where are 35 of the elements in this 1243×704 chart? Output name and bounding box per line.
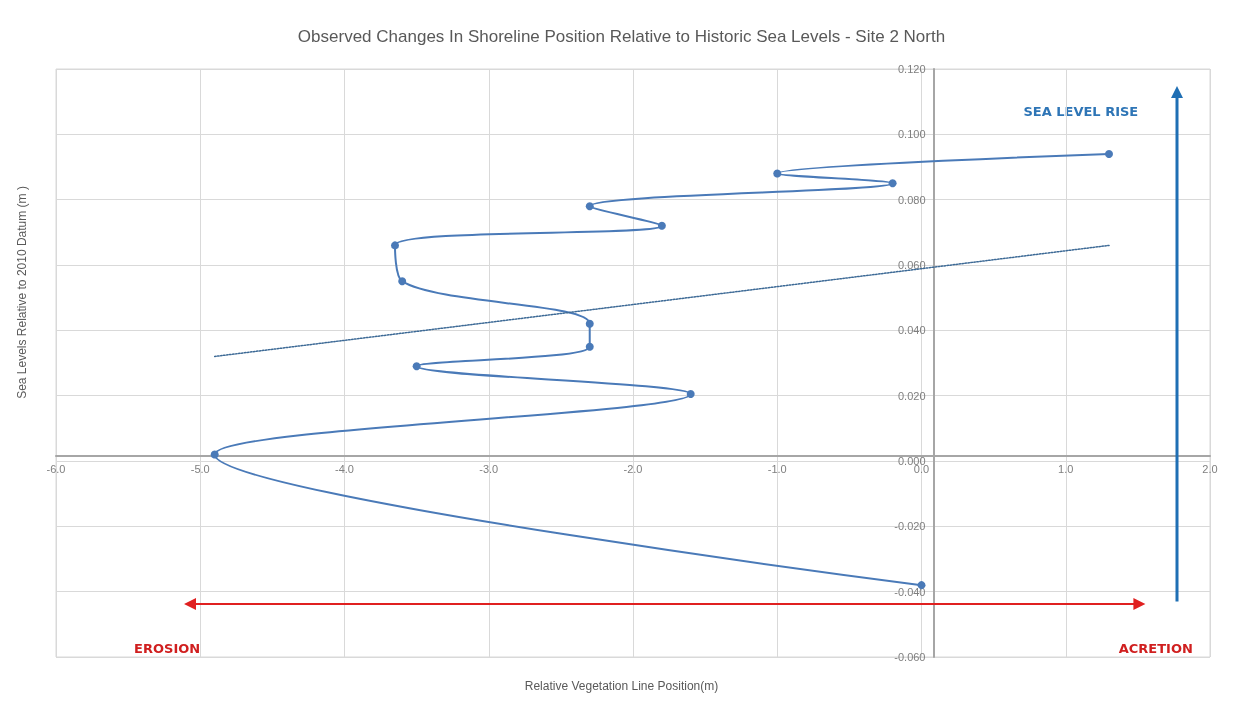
x-tick-label: -5.0 <box>190 463 210 476</box>
x-tick-label: -6.0 <box>46 463 66 476</box>
annotation: ACRETION <box>1118 641 1193 657</box>
point <box>391 241 399 250</box>
y-tick-label: 0.100 <box>897 128 926 141</box>
x-tick-label: -4.0 <box>335 463 354 476</box>
x-axis-title: Relative Vegetation Line Position(m) <box>524 679 719 693</box>
x-tick-label: -3.0 <box>479 463 499 476</box>
y-tick-label: 0.120 <box>897 63 926 75</box>
point <box>585 319 594 328</box>
point <box>585 342 594 351</box>
y-tick-label: 0.080 <box>897 193 926 206</box>
point <box>888 179 897 188</box>
y-tick-label: 0.060 <box>897 259 926 271</box>
annotation: SEA LEVEL RISE <box>1023 103 1139 119</box>
y-tick-label: 0.040 <box>897 324 926 337</box>
x-tick-label: 1.0 <box>1058 463 1074 476</box>
point <box>398 277 407 286</box>
point <box>657 221 666 230</box>
point <box>686 390 695 399</box>
point <box>585 202 594 211</box>
point <box>773 169 782 178</box>
chart-title: Observed Changes In Shoreline Position Relative to Historic Sea Levels - Site 2 North <box>297 27 946 46</box>
y-tick-label: -0.040 <box>894 585 926 598</box>
point <box>1105 149 1114 158</box>
y-tick-label: -0.020 <box>894 520 926 533</box>
y-tick-label: 0.020 <box>897 389 926 402</box>
y-tick-label: -0.060 <box>894 651 926 663</box>
annotation: EROSION <box>134 641 201 657</box>
x-tick-label: -1.0 <box>767 463 787 476</box>
x-tick-label: 2.0 <box>1202 463 1218 476</box>
x-tick-label: -2.0 <box>623 463 643 476</box>
point <box>412 362 421 371</box>
y-axis-title: Sea Levels Relative to 2010 Datum (m ) <box>15 186 29 399</box>
point <box>210 450 219 459</box>
